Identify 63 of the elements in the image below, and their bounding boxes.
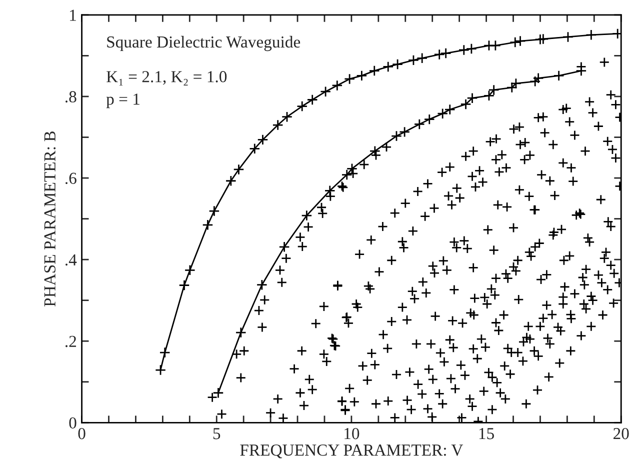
y-axis-title: PHASE PARAMETER: B [44, 131, 56, 306]
point [458, 44, 470, 56]
point [553, 70, 564, 82]
point [530, 76, 541, 87]
point [202, 219, 214, 230]
point [249, 143, 260, 154]
x-tick-label: 20 [614, 428, 629, 440]
point [416, 52, 428, 64]
point [532, 72, 544, 84]
y-tick-label: .2 [66, 336, 76, 348]
point [233, 164, 244, 176]
point [506, 82, 518, 94]
point [296, 100, 308, 112]
x-tick-label: 15 [479, 428, 494, 440]
y-tick-label: 1 [70, 10, 76, 21]
point [538, 33, 549, 45]
x-tick-label: 0 [78, 428, 86, 440]
point [434, 48, 445, 60]
point [332, 80, 343, 92]
point [306, 94, 318, 106]
point [278, 241, 290, 252]
point [510, 36, 521, 48]
point [225, 175, 236, 186]
point [382, 61, 394, 72]
point [344, 73, 356, 85]
x-tick-label: 5 [213, 428, 220, 440]
point [159, 346, 170, 358]
point [490, 40, 502, 52]
x-axis-title: FREQUENCY PARAMETER: V [240, 444, 464, 458]
y-tick-label: .4 [66, 254, 77, 266]
point [534, 34, 546, 45]
point [356, 70, 368, 82]
point [208, 205, 220, 217]
x-tick-label: 10 [344, 428, 360, 440]
point [576, 65, 587, 76]
point [392, 58, 404, 70]
point [514, 35, 526, 47]
point [320, 86, 332, 98]
point [301, 210, 312, 222]
point [369, 146, 380, 157]
y-tick-label: .6 [66, 172, 76, 184]
point [368, 65, 380, 76]
point [178, 280, 190, 291]
y-tick-label: 0 [69, 417, 76, 429]
annotation: p = 1 [106, 94, 140, 108]
point [235, 326, 246, 338]
point [414, 118, 425, 130]
point [408, 54, 420, 66]
point [184, 264, 196, 276]
point [256, 279, 268, 290]
annotation: K₁ = 2.1, K₂ = 1.0 [106, 71, 227, 86]
point [586, 29, 597, 40]
point [466, 43, 478, 54]
y-tick-label: .8 [66, 91, 76, 102]
point [424, 114, 435, 125]
point [281, 111, 293, 122]
point [154, 364, 166, 376]
annotation: Square Dielectric Waveguide [107, 36, 300, 52]
point [440, 48, 452, 59]
point [324, 185, 336, 196]
point [272, 119, 284, 131]
point [562, 31, 574, 43]
point [257, 134, 268, 146]
